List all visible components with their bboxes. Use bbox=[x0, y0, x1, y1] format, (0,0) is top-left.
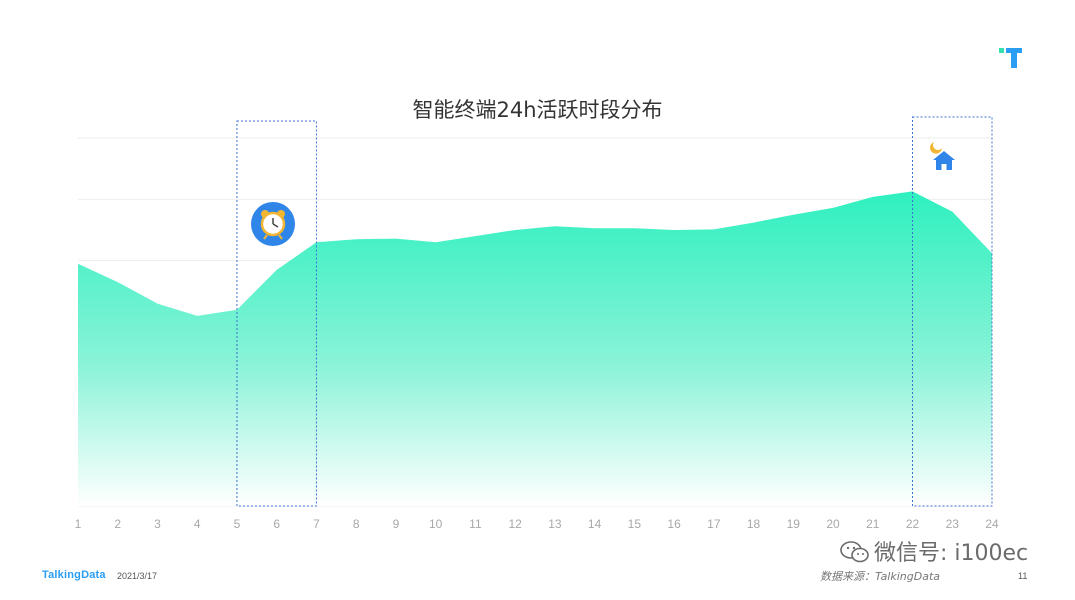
data-source: 数据来源：TalkingData bbox=[820, 570, 941, 583]
x-tick-label: 12 bbox=[508, 517, 522, 531]
talkingdata-logo: TalkingData bbox=[42, 569, 106, 581]
x-axis-ticks: 1 2 3 4 5 6 7 8 9 10 11 12 13 14 15 16 17 18 19 20 21 22 23 24 bbox=[75, 517, 999, 531]
watermark-text: 微信号: i100ec bbox=[874, 541, 1029, 566]
wechat-watermark: 微信号: i100ec bbox=[840, 535, 1028, 567]
x-tick-label: 5 bbox=[234, 517, 241, 531]
x-tick-label: 8 bbox=[353, 517, 360, 531]
wechat-icon bbox=[840, 541, 869, 563]
x-tick-label: 20 bbox=[826, 517, 840, 531]
x-tick-label: 6 bbox=[273, 517, 280, 531]
chart-title: 智能终端24h活跃时段分布 bbox=[412, 98, 663, 122]
x-tick-label: 11 bbox=[469, 517, 482, 531]
x-tick-label: 1 bbox=[75, 517, 82, 531]
x-tick-label: 18 bbox=[747, 517, 761, 531]
highlight-boxes bbox=[236, 116, 993, 507]
x-tick-label: 4 bbox=[194, 517, 201, 531]
x-tick-label: 19 bbox=[787, 517, 801, 531]
x-tick-label: 7 bbox=[313, 517, 320, 531]
report-date: 2021/3/17 bbox=[117, 571, 158, 581]
x-tick-label: 13 bbox=[548, 517, 562, 531]
x-tick-label: 10 bbox=[429, 517, 443, 531]
house-moon-icon bbox=[930, 142, 955, 170]
x-tick-label: 3 bbox=[154, 517, 161, 531]
alarm-clock-icon bbox=[251, 202, 295, 246]
x-tick-label: 17 bbox=[707, 517, 721, 531]
x-tick-label: 14 bbox=[588, 517, 602, 531]
series-area bbox=[78, 191, 992, 506]
t-logo-icon bbox=[999, 48, 1022, 68]
highlight-box bbox=[236, 120, 317, 507]
highlight-box bbox=[912, 116, 993, 507]
x-tick-label: 9 bbox=[393, 517, 400, 531]
x-tick-label: 24 bbox=[985, 517, 999, 531]
x-tick-label: 23 bbox=[946, 517, 960, 531]
page-number: 11 bbox=[1018, 571, 1028, 581]
x-tick-label: 21 bbox=[866, 517, 880, 531]
x-tick-label: 22 bbox=[906, 517, 920, 531]
x-tick-label: 16 bbox=[667, 517, 681, 531]
x-tick-label: 2 bbox=[114, 517, 121, 531]
x-tick-label: 15 bbox=[628, 517, 642, 531]
